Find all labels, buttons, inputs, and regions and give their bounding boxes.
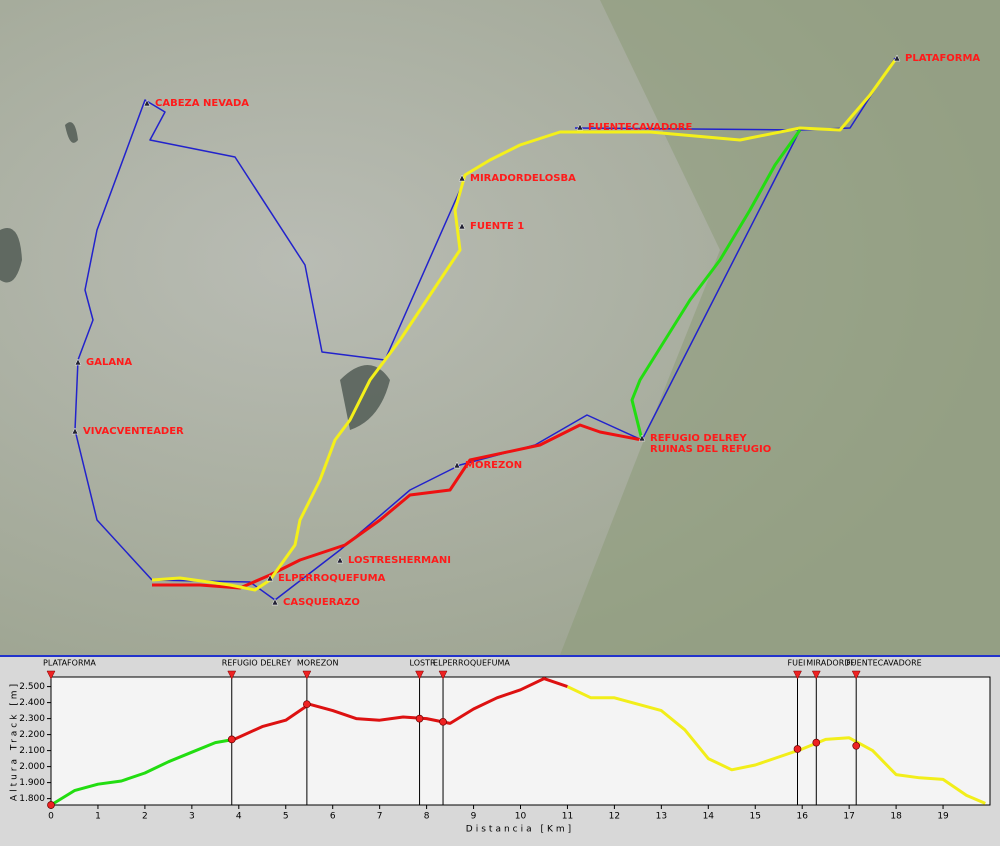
waypoint-icon: [453, 461, 461, 469]
x-tick-label: 0: [48, 812, 54, 822]
waypoint-label: RUINAS DEL REFUGIO: [650, 444, 771, 455]
x-tick-label: 5: [283, 812, 289, 822]
x-tick-label: 3: [189, 812, 195, 822]
marker-label: MOREZON: [297, 659, 339, 668]
waypoint-icon: [458, 174, 466, 182]
waypoint-label: MOREZON: [465, 460, 522, 471]
waypoint-icon: [271, 598, 279, 606]
x-tick-label: 19: [937, 812, 949, 822]
marker-flag: [46, 670, 56, 680]
waypoint-label: CASQUERAZO: [283, 597, 360, 608]
marker-label: LOSTR: [410, 659, 436, 668]
y-tick-label: 1.800: [19, 794, 45, 804]
marker-flag: [227, 670, 237, 680]
y-tick-label: 1.900: [19, 778, 45, 788]
marker-label: MIRADORDF: [806, 659, 855, 668]
lakes: [0, 122, 390, 431]
marker-flag: [302, 670, 312, 680]
y-tick-label: 2.300: [19, 714, 45, 724]
waypoint-icon: [638, 434, 646, 442]
marker-dot: [227, 735, 236, 744]
waypoint-icon: [74, 358, 82, 366]
x-tick-label: 4: [236, 812, 242, 822]
waypoint-label: LOSTRESHERMANI: [348, 555, 451, 566]
waypoint-icon: [266, 574, 274, 582]
waypoint-label: MIRADORDELOSBA: [470, 173, 576, 184]
x-tick-label: 10: [515, 812, 527, 822]
marker-flag: [811, 670, 821, 680]
x-tick-label: 13: [656, 812, 667, 822]
y-axis-label: Altura Track [m]: [10, 681, 20, 801]
y-tick-label: 2.000: [19, 762, 45, 772]
marker-dot: [793, 745, 802, 753]
waypoint-icon: [458, 222, 466, 230]
marker-label: ELPERROQUEFUMA: [433, 659, 510, 668]
terrain-patch: [560, 0, 1000, 655]
waypoint-icon: [336, 556, 344, 564]
x-tick-label: 18: [890, 812, 902, 822]
waypoint-label: GALANA: [86, 357, 132, 368]
y-tick-label: 2.100: [19, 746, 45, 756]
x-tick-label: 16: [796, 812, 808, 822]
x-tick-label: 12: [609, 812, 620, 822]
waypoint-label: REFUGIO DELREY: [650, 433, 747, 444]
waypoint-icon: [893, 54, 901, 62]
waypoint-label: FUENTECAVADORE: [588, 122, 693, 133]
x-axis-label: Distancia [Km]: [466, 825, 574, 835]
x-tick-label: 9: [471, 812, 477, 822]
waypoint-icon: [576, 123, 584, 131]
marker-label: FUEI: [788, 659, 806, 668]
waypoint-label: VIVACVENTEADER: [83, 426, 184, 437]
y-tick-label: 2.400: [19, 698, 45, 708]
x-tick-label: 1: [95, 812, 101, 822]
marker-label: PLATAFORMA: [43, 659, 96, 668]
route-blue: [74, 99, 461, 581]
waypoint-icon: [143, 99, 151, 107]
x-tick-label: 6: [330, 812, 336, 822]
marker-flag: [793, 670, 802, 680]
marker-label: REFUGIO DELREY: [222, 659, 292, 668]
elevation-line: [50, 737, 235, 807]
marker-label: FUENTECAVADORE: [846, 659, 922, 668]
waypoint-label: ELPERROQUEFUMA: [278, 573, 386, 584]
marker-dot: [47, 801, 55, 809]
marker-dot: [303, 700, 311, 709]
marker-dot: [439, 717, 447, 726]
plot-area: [50, 676, 991, 806]
marker-dot: [852, 741, 861, 750]
route-red: [152, 423, 643, 590]
x-tick-label: 8: [424, 812, 430, 822]
x-tick-label: 14: [703, 812, 715, 822]
marker-dot: [415, 714, 424, 723]
marker-dot: [812, 738, 821, 747]
x-tick-label: 15: [750, 812, 761, 822]
marker-flag: [438, 670, 448, 680]
waypoint-label: FUENTE 1: [470, 221, 524, 232]
marker-flag: [415, 670, 424, 680]
x-tick-label: 2: [142, 812, 148, 822]
x-tick-label: 7: [377, 812, 383, 822]
waypoint-label: CABEZA NEVADA: [155, 98, 249, 109]
x-tick-label: 11: [562, 812, 573, 822]
elevation-line: [233, 677, 568, 741]
marker-flag: [851, 670, 861, 680]
y-tick-label: 2.500: [19, 682, 45, 692]
x-tick-label: 17: [843, 812, 854, 822]
route-blue: [151, 129, 801, 601]
waypoint-icon: [71, 427, 79, 435]
waypoint-label: PLATAFORMA: [905, 53, 980, 64]
elevation-line: [566, 685, 986, 805]
y-tick-label: 2.200: [19, 730, 45, 740]
route-green: [630, 129, 802, 441]
